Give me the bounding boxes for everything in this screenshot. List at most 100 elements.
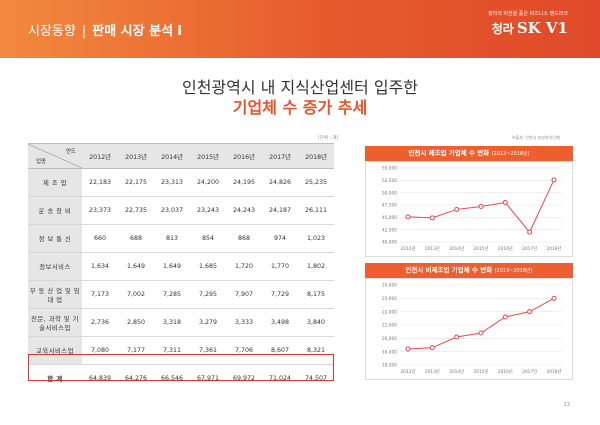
table-cell: 3,333: [226, 308, 262, 337]
table-cell: 67,971: [196, 375, 220, 383]
y-tick-label: 19,000: [382, 349, 397, 355]
x-tick-label: 2012년: [401, 368, 416, 375]
x-tick-label: 2016년: [498, 245, 513, 252]
y-tick-label: 23,000: [382, 296, 397, 302]
y-tick-label: 18,000: [382, 363, 397, 369]
table-cell: 2,850: [118, 308, 154, 337]
table-cell: 813: [154, 224, 190, 253]
unit-label: [단위 : 개]: [318, 136, 339, 141]
table-cell: 23,373: [82, 196, 118, 225]
row-label: 교육서비스업: [28, 336, 82, 365]
table-cell: 3,279: [190, 308, 226, 337]
x-tick-label: 2017년: [522, 368, 537, 375]
non-manufacturing-line-chart: 18,000 19,000 20,000 21,000 22,000 23,000 24,0…: [382, 283, 562, 375]
series-line: [407, 297, 555, 350]
manufacturing-chart-title-bar: 인천시 제조업 기업체 수 변화 (2013~2018년): [365, 146, 573, 161]
table-cell: 7,080: [82, 336, 118, 365]
table-cell: 1,685: [190, 252, 226, 281]
manufacturing-line-chart: 40,000 42,500 45,000 47,500 50,000 52,500 55,0…: [382, 166, 562, 252]
data-point: [454, 206, 460, 212]
data-point: [527, 309, 533, 315]
total-row: 합 계 64,839 64,276 66,546 67,971 69,972 71,024 7…: [28, 364, 334, 393]
section-label: 시장동향: [28, 24, 76, 39]
table-row: 제 조 업 22,183 22,175 23,313 24,200 24,195 24,82…: [28, 168, 334, 197]
table-cell: 3,840: [298, 308, 334, 337]
row-label: 정 보 통 신: [28, 224, 82, 253]
table-cell: 1,770: [262, 252, 298, 281]
y-tick-label: 45,000: [382, 215, 397, 221]
table-corner-cell: 연도 업종: [28, 143, 82, 169]
y-tick-label: 21,000: [382, 323, 397, 329]
y-tick-label: 52,500: [382, 178, 397, 184]
breadcrumb: 시장동향 | 판매 시장 분석 Ⅰ: [28, 20, 182, 39]
table-cell: 7,295: [190, 280, 226, 309]
data-point: [527, 229, 533, 235]
table-row: 정보서비스 1,634 1,649 1,649 1,685 1,720 1,770 1,802: [28, 252, 334, 281]
x-tick-label: 2012년: [401, 245, 416, 252]
table-cell: 7,706: [226, 336, 262, 365]
table-cell: 7,173: [82, 280, 118, 309]
x-tick-label: 2014년: [449, 245, 464, 252]
table-cell: 8,607: [262, 336, 298, 365]
industry-table: 연도 업종 2012년 2013년 2014년 2015년 2016년 2017…: [28, 143, 334, 393]
data-point: [405, 214, 411, 220]
data-point: [405, 346, 411, 352]
table-cell: 22,183: [82, 168, 118, 197]
table-cell: 22,735: [118, 196, 154, 225]
x-tick-label: 2013년: [425, 245, 440, 252]
chart-period: (2013~2018년): [494, 268, 533, 274]
data-point: [551, 295, 557, 301]
x-tick-label: 2018년: [547, 368, 562, 375]
table-row: 부 동 산 업 및 임 대 업 7,173 7,002 7,285 7,295 7,907…: [28, 280, 334, 309]
table-cell: 22,175: [118, 168, 154, 197]
year-header: 2012년: [82, 143, 118, 169]
table-cell: 3,318: [154, 308, 190, 337]
x-tick-label: 2014년: [449, 368, 464, 375]
year-header: 2018년: [298, 143, 334, 169]
table-cell: 23,037: [154, 196, 190, 225]
table-cell: 868: [226, 224, 262, 253]
table-cell: 1,802: [298, 252, 334, 281]
breadcrumb-divider: |: [81, 24, 87, 39]
page-number: 13: [563, 402, 570, 408]
table-cell: 24,195: [226, 168, 262, 197]
corner-industry-label: 업종: [36, 159, 47, 165]
x-tick-label: 2018년: [547, 245, 562, 252]
table-cell: 8,175: [298, 280, 334, 309]
source-label: ※출처: 인천시 지방자치단체: [512, 135, 560, 140]
row-label: 정보서비스: [28, 252, 82, 281]
row-label: 전문, 과학 및 기술서비스업: [28, 308, 82, 337]
table-cell: 660: [82, 224, 118, 253]
table-row: 전문, 과학 및 기술서비스업 2,736 2,850 3,318 3,279 3,333…: [28, 308, 334, 337]
table-cell: 974: [262, 224, 298, 253]
page-subtitle: 기업체 수 증가 추세: [232, 98, 368, 117]
table-cell: 74,507: [304, 375, 328, 383]
year-header: 2014년: [154, 143, 190, 169]
table-cell: 1,023: [298, 224, 334, 253]
table-cell: 3,498: [262, 308, 298, 337]
data-point: [502, 314, 508, 320]
x-tick-label: 2017년: [522, 245, 537, 252]
table-cell: 7,002: [118, 280, 154, 309]
x-tick-label: 2016년: [498, 368, 513, 375]
data-point: [502, 200, 508, 206]
chart-title: 인천시 비제조업 기업체 수 변화: [405, 266, 493, 274]
subsection-label: 판매 시장 분석: [92, 24, 174, 39]
table-cell: 24,243: [226, 196, 262, 225]
table-cell: 1,649: [154, 252, 190, 281]
table-cell: 26,111: [298, 196, 334, 225]
row-label: 제 조 업: [28, 168, 82, 197]
data-point: [478, 203, 484, 209]
table-cell: 854: [190, 224, 226, 253]
header-banner: 시장동향 | 판매 시장 분석 Ⅰ 청라의 비전을 품은 비즈니스 랜드마크 청라 S…: [0, 0, 600, 58]
page-title: 인천광역시 내 지식산업센터 입주한: [181, 78, 419, 97]
table-cell: 25,235: [298, 168, 334, 197]
table-cell: 24,200: [190, 168, 226, 197]
x-tick-label: 2013년: [425, 368, 440, 375]
table-cell: 24,826: [262, 168, 298, 197]
table-cell: 7,311: [154, 336, 190, 365]
y-tick-label: 40,000: [382, 240, 397, 246]
non-manufacturing-chart: 18,000 19,000 20,000 21,000 22,000 23,000 24,0…: [365, 278, 573, 380]
year-header: 2016년: [226, 143, 262, 169]
table-row: 정 보 통 신 660 688 813 854 868 974 1,023: [28, 224, 334, 253]
